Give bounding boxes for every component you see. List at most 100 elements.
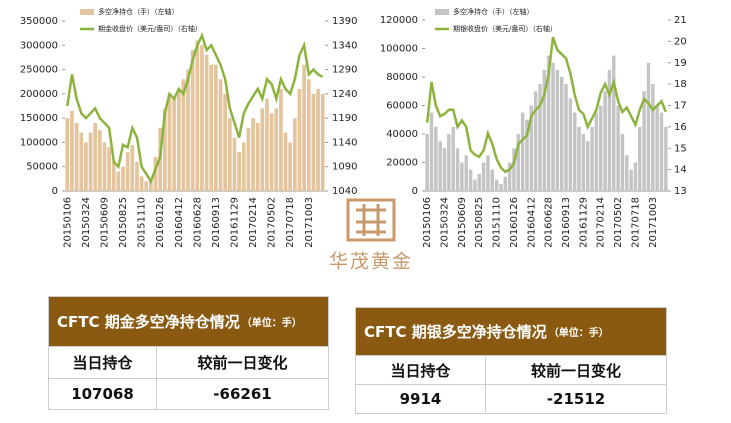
bar — [116, 171, 121, 191]
charts: 华茂黄金 05000010000015000020000025000030000… — [20, 7, 687, 273]
table-row: 107068 -66261 — [49, 378, 328, 409]
bar — [246, 127, 251, 191]
bar — [455, 148, 460, 191]
bar — [434, 126, 438, 191]
bar — [512, 148, 516, 191]
bar — [651, 84, 655, 191]
logo-pattern — [356, 204, 386, 236]
bar — [603, 91, 607, 191]
x-tick-label: 20160126 — [155, 197, 166, 248]
bar — [255, 123, 260, 191]
bar — [190, 50, 195, 192]
bar — [111, 161, 116, 191]
bar — [664, 126, 668, 191]
bar — [297, 89, 302, 191]
logo: 华茂黄金 — [329, 198, 411, 273]
bar — [167, 93, 172, 191]
bar — [241, 142, 246, 191]
bar — [283, 132, 288, 191]
bar — [503, 176, 508, 191]
cell: -21512 — [546, 390, 606, 408]
x-tick-label: 20150825 — [118, 197, 129, 248]
y-tick-label: 80000 — [386, 72, 418, 83]
bar — [214, 64, 218, 191]
y-tick-label: 40000 — [386, 129, 418, 140]
bar — [227, 118, 232, 191]
x-tick-label: 20151110 — [137, 197, 148, 248]
bar — [572, 112, 577, 191]
bar — [525, 119, 529, 191]
x-tick-label: 20170502 — [613, 197, 624, 248]
bar — [646, 62, 651, 191]
bar — [620, 134, 625, 191]
bar — [269, 113, 274, 191]
bar — [144, 181, 149, 191]
x-tick-label: 20170214 — [596, 197, 607, 248]
bar — [223, 93, 228, 191]
bar — [642, 91, 646, 191]
bar — [559, 77, 564, 191]
y2-tick-label: 13 — [674, 186, 687, 197]
bar — [616, 105, 620, 191]
bar — [577, 126, 581, 191]
y-tick-label: 150000 — [20, 113, 58, 124]
table-header: CFTC 期金多空净持仓情况 （单位：手） — [49, 297, 328, 346]
y-tick-label: 300000 — [20, 40, 58, 51]
bar — [490, 169, 494, 191]
y2-tick-label: 17 — [674, 101, 687, 112]
bar — [442, 148, 447, 191]
table-unit: （单位：手） — [241, 318, 302, 329]
bar — [477, 173, 481, 191]
x-tick-label: 20160412 — [526, 197, 537, 248]
bar — [464, 155, 468, 191]
legend-swatch — [435, 9, 449, 15]
x-tick-label: 20150106 — [422, 197, 433, 248]
bar — [612, 55, 616, 191]
y2-tick-label: 14 — [674, 165, 687, 176]
bar — [460, 162, 464, 191]
bar — [655, 105, 659, 191]
bar — [292, 118, 297, 191]
bar — [153, 157, 158, 191]
x-tick-label: 20160628 — [544, 197, 555, 248]
y2-tick-label: 1240 — [332, 89, 357, 100]
bar — [288, 142, 293, 191]
bar — [74, 123, 79, 191]
x-tick-label: 20171003 — [304, 197, 315, 248]
y2-tick-label: 1390 — [332, 16, 357, 27]
bar — [107, 147, 111, 191]
cell: 当日持仓 — [49, 347, 157, 378]
x-tick-label: 20151110 — [492, 197, 503, 248]
bar — [102, 142, 107, 191]
bar — [607, 69, 612, 191]
cell: 较前一日变化 — [197, 354, 288, 372]
bar — [121, 166, 125, 191]
bar — [499, 183, 503, 191]
table-row: 当日持仓 较前一日变化 — [49, 346, 328, 378]
y-tick-label: 0 — [52, 186, 58, 197]
bar — [447, 134, 451, 191]
logo-frame — [346, 198, 396, 242]
bar — [97, 130, 102, 191]
bar — [594, 112, 599, 191]
y-tick-label: 100000 — [380, 44, 418, 55]
bar — [65, 118, 70, 191]
bar — [546, 55, 551, 191]
bar — [625, 155, 629, 191]
x-tick-label: 20171003 — [648, 197, 659, 248]
legend-label: 期金收盘价（美元/盎司）（右轴） — [98, 24, 202, 33]
y2-tick-label: 18 — [674, 79, 687, 90]
table-row: 当日持仓 较前一日变化 — [356, 355, 666, 384]
x-tick-label: 20160412 — [174, 197, 185, 248]
bar — [186, 69, 190, 191]
bar — [265, 98, 269, 191]
y-tick-label: 50000 — [26, 162, 58, 173]
bar — [538, 84, 542, 191]
bar — [149, 178, 153, 191]
table-header: CFTC 期银多空净持仓情况 （单位：手） — [356, 308, 666, 355]
x-tick-label: 20160913 — [211, 197, 222, 248]
bar — [425, 134, 429, 191]
y2-tick-label: 1290 — [332, 65, 357, 76]
bar — [232, 137, 237, 191]
x-tick-label: 20150825 — [474, 197, 485, 248]
